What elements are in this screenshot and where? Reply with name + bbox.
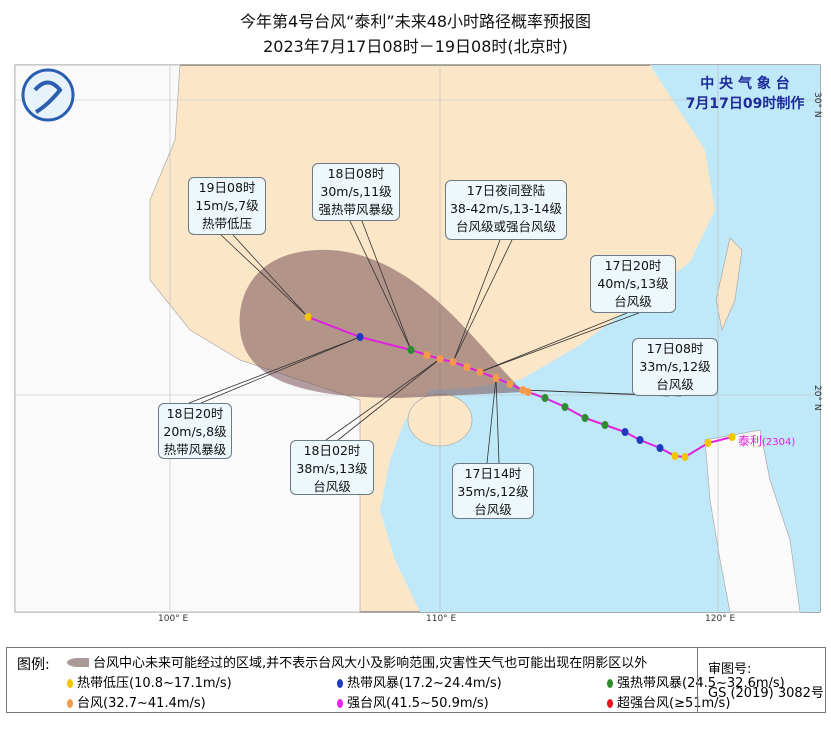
forecast-callout: 17日夜间登陆 38-42m/s,13-14级 台风级或强台风级 [445,180,567,240]
track-point [356,333,364,341]
callout-level: 热带低压 [201,216,252,231]
track-point [519,386,527,394]
callout-leader [495,377,500,464]
callout-level: 台风级 [614,294,652,309]
track-point [476,368,484,376]
callout-leader [337,358,441,441]
track-point [449,358,457,366]
lat-label: 30° N [812,92,822,118]
callout-wind: 33m/s,12级 [639,359,711,374]
legend-item: 强台风(41.5~50.9m/s) [337,692,489,711]
callout-leader [200,336,361,404]
callout-leader [486,377,497,464]
taiwan-island [715,237,743,332]
track-point [656,444,664,452]
callout-wind: 40m/s,13级 [597,276,669,291]
forecast-callout: 19日08时 15m/s,7级 热带低压 [188,177,266,235]
legend-item: 台风(32.7~41.4m/s) [67,692,206,711]
track-point [581,414,589,422]
track-point [407,346,415,354]
callout-leader [349,220,412,351]
track-point [561,403,569,411]
callout-wind: 15m/s,7级 [195,198,259,213]
legend-item: 热带低压(10.8~17.1m/s) [67,672,232,691]
callout-time: 18日02时 [303,443,361,458]
typhoon-name-label: 泰利(2304) [738,434,796,448]
track-point [304,313,312,321]
typhoon-symbol-icon [67,679,73,688]
legend-item: 超强台风(≥51m/s) [607,692,730,711]
track-point [681,453,689,461]
callout-level: 强热带风暴级 [318,202,394,217]
callout-wind: 20m/s,8级 [163,424,227,439]
lon-label: 110° E [426,614,457,624]
callout-leader [479,312,640,373]
callout-time: 18日20时 [166,406,224,421]
callout-time: 19日08时 [198,180,256,195]
typhoon-track-map [14,64,821,613]
track-point [636,436,644,444]
callout-leader [452,239,501,363]
track-point [541,394,549,402]
typhoon-symbol-icon [337,699,343,708]
review-number: 审图号: GS (2019) 3082号 [697,648,827,712]
callout-leader [325,358,441,441]
forecast-callout: 17日14时 35m/s,12级 台风级 [452,463,534,519]
callout-leader [188,336,361,404]
luzon-island [704,429,801,613]
track-point [463,363,471,371]
track-point [436,355,444,363]
legend-item: 强热带风暴(24.5~32.6m/s) [607,672,785,691]
callout-wind: 38m/s,13级 [296,461,368,476]
callout-leader [479,312,628,373]
neighbor-land [14,64,361,613]
forecast-callout: 18日20时 20m/s,8级 热带风暴级 [158,403,232,459]
forecast-callout: 18日08时 30m/s,11级 强热带风暴级 [312,163,400,221]
legend: 图例: 台风中心未来可能经过的区域,并不表示台风大小及影响范围,灾害性天气也可能… [6,647,826,713]
callout-leader [361,220,412,351]
track-point [728,433,736,441]
callout-level: 台风级 [656,377,694,392]
callout-wind: 35m/s,12级 [457,484,529,499]
forecast-callout: 17日20时 40m/s,13级 台风级 [590,255,676,313]
callout-time: 17日夜间登陆 [466,183,546,198]
track-point [671,452,679,460]
callout-leader [452,239,513,363]
track-point [621,428,629,436]
callout-leader [232,234,309,318]
callout-level: 台风级或强台风级 [455,219,556,234]
track-point [492,374,500,382]
callout-leader [220,234,309,318]
map-title: 今年第4号台风“泰利”未来48小时路径概率预报图 [239,12,592,31]
legend-item: 热带风暴(17.2~24.4m/s) [337,672,502,691]
typhoon-symbol-icon [67,699,73,708]
callout-level: 热带风暴级 [163,442,227,457]
callout-wind: 38-42m/s,13-14级 [449,201,563,216]
track-point [704,439,712,447]
callout-time: 17日08时 [646,341,704,356]
typhoon-symbol-icon [607,699,613,708]
callout-time: 17日20时 [604,258,662,273]
typhoon-symbol-icon [607,679,613,688]
callout-time: 18日08时 [327,166,385,181]
callout-wind: 30m/s,11级 [320,184,392,199]
cone-swatch-icon [67,658,89,667]
track-point [506,380,514,388]
lon-label: 120° E [705,614,736,624]
callout-time: 17日14时 [464,466,522,481]
track-point [601,421,609,429]
typhoon-symbol-icon [337,679,343,688]
lon-label: 100° E [158,614,189,624]
callout-level: 台风级 [474,502,512,517]
lat-label: 20° N [812,385,822,411]
cma-logo-mark [33,80,63,114]
map-subtitle: 2023年7月17日08时－19日08时(北京时) [263,37,568,56]
track-point [423,351,431,359]
cma-logo [21,68,75,122]
forecast-callout: 18日02时 38m/s,13级 台风级 [290,440,374,495]
callout-level: 台风级 [313,479,351,494]
agency-stamp: 中 央 气 象 台 7月17日09时制作 [685,76,805,112]
forecast-callout: 17日08时 33m/s,12级 台风级 [632,338,718,396]
